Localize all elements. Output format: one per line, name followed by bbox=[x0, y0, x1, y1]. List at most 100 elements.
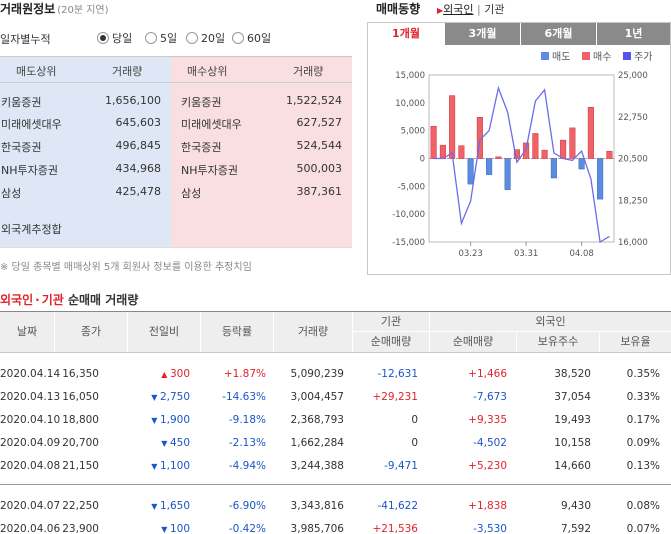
broker-volume: 500,003 bbox=[296, 162, 343, 175]
radio-circle-icon bbox=[186, 32, 198, 44]
col-date-header: 날짜 bbox=[0, 312, 54, 352]
tab-1month[interactable]: 1개월 bbox=[368, 23, 444, 45]
y-right-tick-label: 18,250 bbox=[618, 196, 648, 206]
sub-foreign-net-header: 순매매량 bbox=[430, 332, 516, 352]
buy-bar bbox=[606, 151, 613, 159]
tab-3month[interactable]: 3개월 bbox=[444, 23, 520, 45]
foreign-estimate-label: 외국계추정합 bbox=[1, 223, 62, 236]
trend-type-tabs: ▶외국인 | 기관 bbox=[437, 1, 505, 17]
cell-volume: 1,662,284 bbox=[290, 437, 344, 449]
cell-volume: 2,368,793 bbox=[290, 414, 344, 426]
cell-foreign: +1,838 bbox=[468, 500, 507, 512]
delay-note: (20분 지연) bbox=[57, 5, 109, 16]
cell-date: 2020.04.14 bbox=[0, 368, 61, 380]
cell-holdings: 7,592 bbox=[560, 523, 591, 534]
cell-inst: -9,471 bbox=[384, 460, 418, 472]
cell-date: 2020.04.09 bbox=[0, 437, 61, 449]
radio-today[interactable]: 당일 bbox=[97, 30, 132, 46]
broker-volume: 434,968 bbox=[115, 162, 162, 175]
triangle-down-icon: ▼ bbox=[161, 525, 170, 534]
cell-foreign: +9,335 bbox=[468, 414, 507, 426]
cell-ratio: 0.07% bbox=[626, 523, 660, 534]
tab-foreign[interactable]: 외국인 bbox=[443, 3, 474, 16]
cell-change: ▼ 2,750 bbox=[128, 391, 190, 403]
broker-volume: 524,544 bbox=[296, 139, 343, 152]
sell-volume-header: 거래량 bbox=[112, 65, 143, 78]
legend-buy-label: 매수 bbox=[593, 51, 611, 63]
buy-bar bbox=[523, 142, 530, 159]
buy-bar bbox=[560, 139, 567, 159]
cell-inst: 0 bbox=[411, 437, 418, 449]
buy-bar bbox=[569, 127, 576, 159]
sell-bar bbox=[467, 158, 474, 185]
broker-name: NH투자증권 bbox=[1, 164, 58, 177]
radio-circle-icon bbox=[97, 32, 109, 44]
cell-ratio: 0.33% bbox=[626, 391, 660, 403]
footnote: ※ 당일 종목별 매매상위 5개 회원사 정보를 이용한 추정치임 bbox=[0, 262, 252, 273]
cell-foreign: +1,466 bbox=[468, 368, 507, 380]
sell-top-panel: 매도상위 거래량 키움증권 1,656,100 미래에셋대우 645,603 한국증… bbox=[0, 57, 171, 247]
buy-bar bbox=[430, 125, 437, 159]
list-item: 미래에셋대우 627,527 bbox=[171, 116, 352, 138]
cell-ratio: 0.09% bbox=[626, 437, 660, 449]
cell-change: ▼ 1,900 bbox=[128, 414, 190, 426]
legend-sell-label: 매도 bbox=[552, 51, 570, 63]
col-rate-header: 등락률 bbox=[201, 312, 273, 352]
list-item: 한국증권 496,845 bbox=[0, 139, 171, 161]
list-item: 삼성 425,478 bbox=[0, 185, 171, 207]
cell-ratio: 0.35% bbox=[626, 368, 660, 380]
table-top-border bbox=[0, 311, 671, 312]
cell-volume: 3,004,457 bbox=[290, 391, 344, 403]
broker-volume: 496,845 bbox=[115, 139, 162, 152]
y-left-tick-label: -15,000 bbox=[392, 238, 425, 248]
cell-holdings: 37,054 bbox=[554, 391, 591, 403]
cell-foreign: -4,502 bbox=[473, 437, 507, 449]
cell-volume: 5,090,239 bbox=[290, 368, 344, 380]
cell-date: 2020.04.13 bbox=[0, 391, 61, 403]
group-foreign-header: 외국인 bbox=[430, 312, 671, 331]
radio-20day[interactable]: 20일 bbox=[186, 30, 225, 46]
tab-6month[interactable]: 6개월 bbox=[520, 23, 596, 45]
cell-close: 18,800 bbox=[62, 414, 99, 426]
cell-close: 16,350 bbox=[62, 368, 99, 380]
radio-circle-icon bbox=[145, 32, 157, 44]
y-left-tick-label: 15,000 bbox=[395, 71, 425, 81]
col-volume-header: 거래량 bbox=[274, 312, 352, 352]
cell-foreign: +5,230 bbox=[468, 460, 507, 472]
cell-rate: -0.42% bbox=[228, 523, 266, 534]
radio-5day[interactable]: 5일 bbox=[145, 30, 177, 46]
cell-close: 22,250 bbox=[62, 500, 99, 512]
change-value: 2,750 bbox=[159, 391, 190, 403]
buy-top-panel: 매수상위 거래량 키움증권 1,522,524 미래에셋대우 627,527 한국증… bbox=[171, 57, 352, 247]
broker-volume: 1,656,100 bbox=[105, 94, 161, 107]
cell-change: ▼ 1,100 bbox=[128, 460, 190, 472]
triangle-up-icon: ▲ bbox=[161, 370, 170, 379]
cell-date: 2020.04.08 bbox=[0, 460, 61, 472]
cell-holdings: 38,520 bbox=[554, 368, 591, 380]
cell-holdings: 14,660 bbox=[554, 460, 591, 472]
cell-change: ▼ 1,650 bbox=[128, 500, 190, 512]
cell-date: 2020.04.07 bbox=[0, 500, 61, 512]
cell-rate: -2.13% bbox=[228, 437, 266, 449]
radio-label: 5일 bbox=[160, 32, 178, 45]
cell-change: ▼ 100 bbox=[128, 523, 190, 534]
sell-bar bbox=[486, 158, 493, 175]
buy-header: 매수상위 bbox=[187, 65, 228, 78]
change-value: 1,900 bbox=[159, 414, 190, 426]
radio-60day[interactable]: 60일 bbox=[232, 30, 271, 46]
radio-label: 당일 bbox=[112, 32, 133, 45]
tab-1year[interactable]: 1년 bbox=[596, 23, 670, 45]
cell-rate: -9.18% bbox=[228, 414, 266, 426]
period-radio-group: 일자별누적 당일 5일 20일 60일 bbox=[0, 28, 355, 48]
y-left-tick-label: 0 bbox=[420, 155, 425, 165]
triangle-down-icon: ▼ bbox=[151, 462, 160, 471]
sell-bar bbox=[504, 158, 511, 190]
price-series-line bbox=[433, 85, 610, 244]
tab-institution[interactable]: 기관 bbox=[484, 3, 505, 16]
broker-name: 한국증권 bbox=[1, 141, 42, 154]
cell-rate: -14.63% bbox=[222, 391, 266, 403]
cell-holdings: 19,493 bbox=[554, 414, 591, 426]
sub-foreign-ratio-header: 보유율 bbox=[600, 332, 671, 352]
buy-bar bbox=[513, 149, 520, 159]
broker-volume: 387,361 bbox=[296, 185, 343, 198]
